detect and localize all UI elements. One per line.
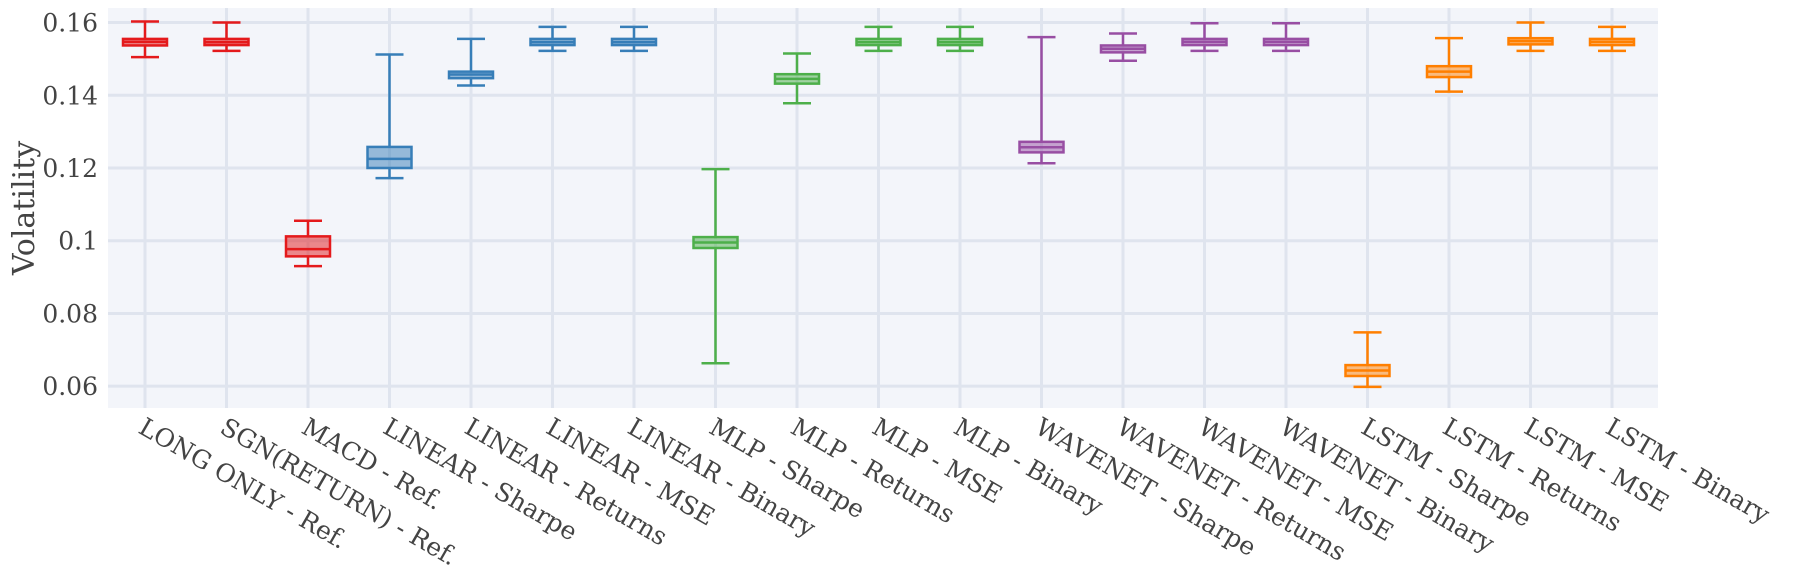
y-tick-label: 0.08 xyxy=(42,299,98,328)
box-1 xyxy=(121,20,169,59)
box-15 xyxy=(1262,22,1310,53)
box-9 xyxy=(773,52,821,105)
boxes xyxy=(121,20,1636,389)
plot-background xyxy=(108,8,1658,408)
y-tick-label: 0.06 xyxy=(42,372,98,401)
box-3 xyxy=(284,219,332,268)
y-tick-label: 0.16 xyxy=(42,9,98,38)
box-18 xyxy=(1507,21,1554,53)
box-2 xyxy=(203,21,250,53)
y-axis-ticks: 0.06 0.08 0.1 0.12 0.14 0.16 xyxy=(42,9,98,402)
box-13 xyxy=(1099,32,1147,62)
box-19 xyxy=(1588,25,1636,53)
box-5 xyxy=(447,37,495,87)
box-7 xyxy=(610,25,658,53)
box-6 xyxy=(529,25,576,53)
x-axis-category-labels: LONG ONLY - Ref.SGN(RETURN) - Ref.MACD -… xyxy=(134,412,1775,571)
box-8 xyxy=(692,167,739,365)
box-12 xyxy=(1018,35,1065,165)
box-iqr xyxy=(366,145,413,170)
y-tick-label: 0.1 xyxy=(58,227,98,256)
box-16 xyxy=(1344,331,1391,389)
box-10 xyxy=(855,25,902,53)
box-iqr xyxy=(284,235,332,258)
y-tick-label: 0.12 xyxy=(42,154,98,183)
box-4 xyxy=(366,53,413,180)
box-17 xyxy=(1425,36,1473,93)
box-14 xyxy=(1181,22,1228,53)
y-tick-label: 0.14 xyxy=(42,81,98,110)
gridlines-horizontal xyxy=(108,21,1658,388)
y-axis-title: Volatility xyxy=(7,141,42,276)
box-11 xyxy=(936,25,984,53)
